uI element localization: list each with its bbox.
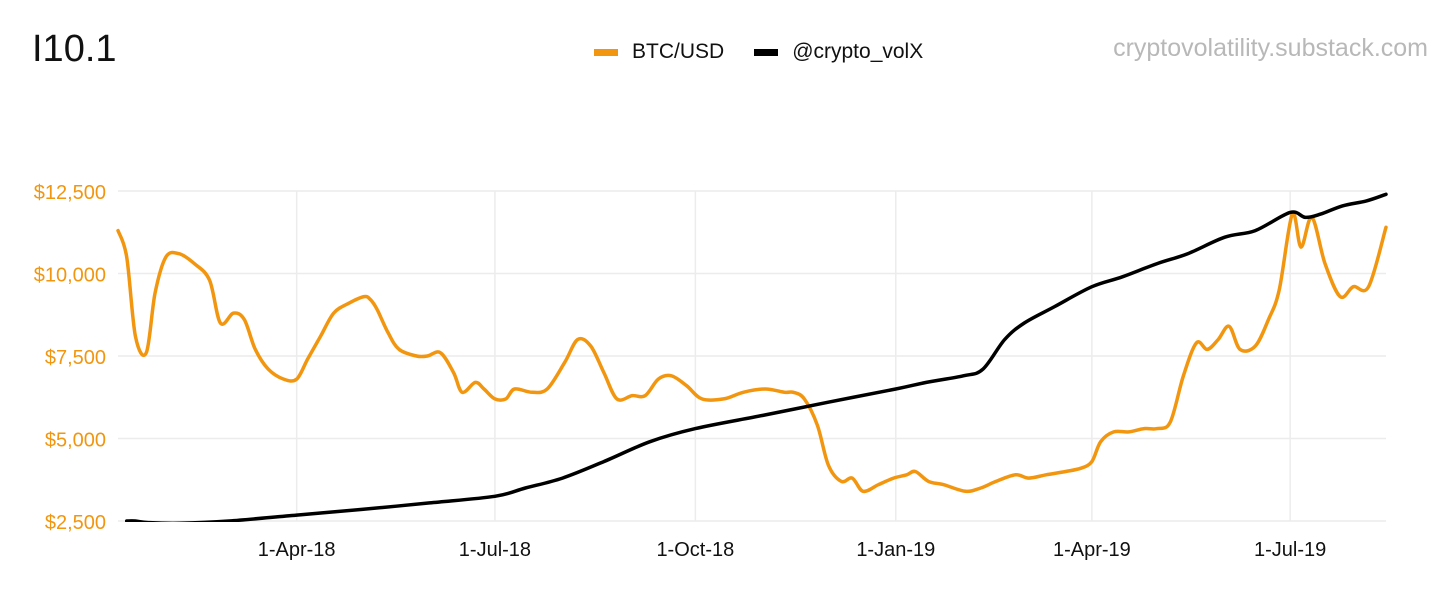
series-line-btc-usd <box>116 211 1388 494</box>
legend-swatch-btc <box>594 48 618 56</box>
y-tick-label: $12,500 <box>34 182 106 204</box>
x-tick-label: 1-Jul-18 <box>459 539 531 561</box>
y-tick-label: $2,500 <box>45 512 106 534</box>
series-line-crypto-volx <box>124 192 1388 522</box>
chart-title: I10.1 <box>32 28 117 70</box>
chart-legend: BTC/USD @crypto_volX <box>594 40 953 64</box>
legend-swatch-volx <box>754 48 779 56</box>
y-tick-label: $5,000 <box>45 430 106 452</box>
x-tick-label: 1-Apr-18 <box>258 539 336 561</box>
y-tick-label: $7,500 <box>45 347 106 369</box>
legend-item-volx: @crypto_volX <box>754 40 923 64</box>
x-tick-label: 1-Jan-19 <box>856 539 935 561</box>
x-tick-label: 1-Oct-18 <box>656 539 734 561</box>
legend-label-volx: @crypto_volX <box>792 40 924 63</box>
legend-label-btc: BTC/USD <box>632 40 725 63</box>
x-tick-label: 1-Apr-19 <box>1053 539 1131 561</box>
x-tick-label: 1-Jul-19 <box>1254 539 1326 561</box>
y-tick-label: $10,000 <box>34 265 106 287</box>
legend-item-btc: BTC/USD <box>594 40 724 64</box>
watermark: cryptovolatility.substack.com <box>1113 34 1428 62</box>
